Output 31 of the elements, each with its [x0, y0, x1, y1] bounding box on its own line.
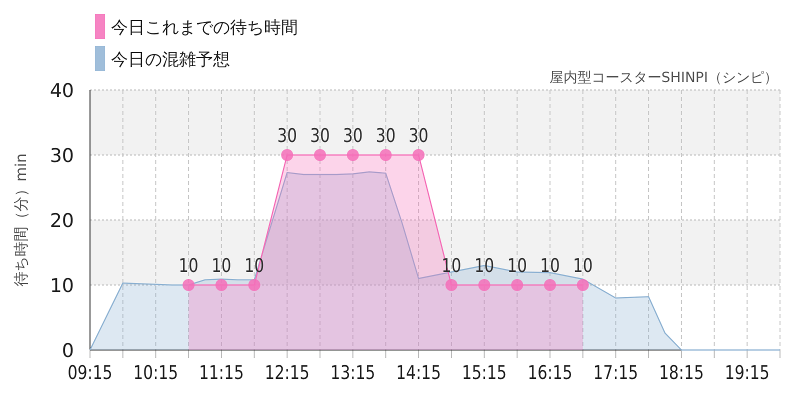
x-tick-label: 10:15 [133, 362, 178, 384]
data-label: 10 [178, 256, 198, 278]
y-tick-label: 10 [50, 275, 74, 297]
legend-label: 今日これまでの待ち時間 [111, 18, 298, 38]
y-tick-label: 30 [50, 145, 74, 167]
data-label: 30 [277, 126, 298, 148]
y-axis-title: 待ち時間（分）min [12, 153, 30, 287]
data-label: 10 [540, 256, 560, 278]
x-tick-label: 17:15 [593, 362, 638, 384]
data-label: 10 [212, 256, 232, 278]
x-tick-label: 13:15 [330, 362, 376, 384]
y-tick-label: 40 [50, 80, 74, 102]
x-tick-label: 14:15 [396, 362, 442, 384]
y-tick-label: 0 [62, 340, 74, 362]
data-label: 30 [408, 126, 428, 148]
x-tick-label: 18:15 [658, 362, 704, 384]
legend-label: 今日の混雑予想 [111, 50, 230, 70]
data-label: 10 [572, 256, 593, 278]
y-tick-label: 20 [50, 210, 74, 232]
data-label: 10 [474, 256, 494, 278]
x-tick-label: 11:15 [198, 362, 244, 384]
data-label: 30 [310, 126, 330, 148]
x-tick-label: 19:15 [724, 362, 770, 384]
data-label: 10 [507, 256, 528, 278]
x-tick-label: 15:15 [462, 362, 507, 384]
data-label: 30 [376, 126, 396, 148]
x-tick-label: 09:15 [68, 362, 112, 384]
chart-title: 屋内型コースターSHINPI（シンピ） [549, 70, 778, 86]
data-label: 30 [342, 126, 363, 148]
x-tick-label: 12:15 [264, 362, 310, 384]
x-tick-label: 16:15 [528, 362, 572, 384]
